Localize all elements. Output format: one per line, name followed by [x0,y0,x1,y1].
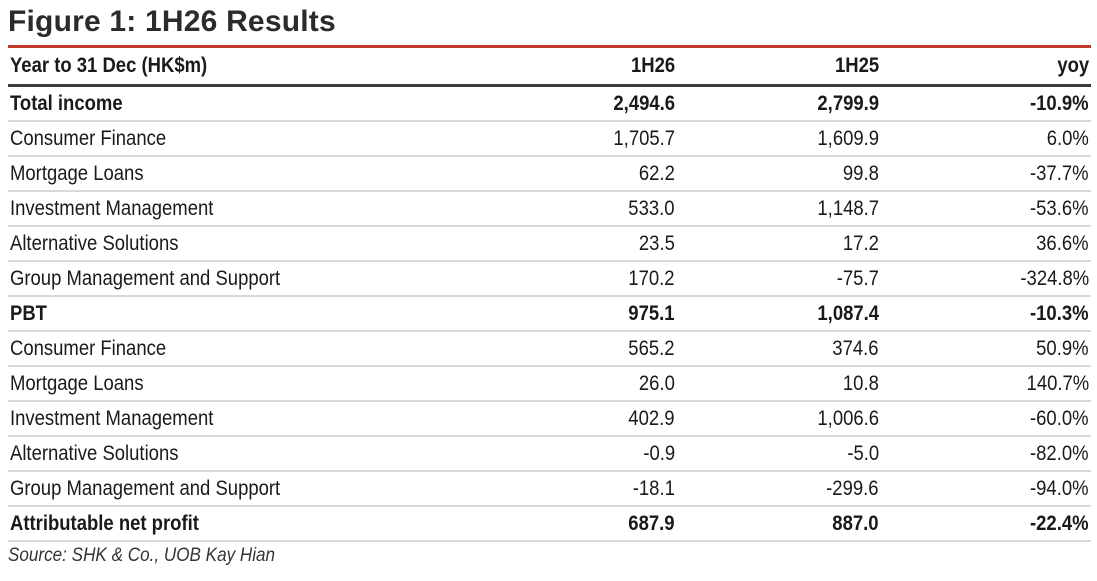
table-body: Total income 2,494.6 2,799.9 -10.9% Consumer… [8,85,1091,542]
row-value-1h25: 374.6 [677,331,881,367]
row-label: Group Management and Support [8,471,478,507]
table-row: PBT 975.1 1,087.4 -10.3% [8,296,1091,332]
row-value-1h25: -5.0 [677,436,881,472]
row-label: Group Management and Support [8,261,478,297]
row-label: Total income [8,85,478,122]
row-value-1h26: 170.2 [478,261,677,297]
row-value-yoy: 6.0% [881,121,1091,157]
table-row: Alternative Solutions -0.9 -5.0 -82.0% [8,436,1091,472]
row-value-1h25: 99.8 [677,156,881,192]
header-yoy: yoy [881,48,1091,87]
table-row: Consumer Finance 565.2 374.6 50.9% [8,331,1091,367]
row-value-1h25: -75.7 [677,261,881,297]
row-value-yoy: -53.6% [881,191,1091,227]
row-label: Mortgage Loans [8,156,478,192]
row-value-1h26: 565.2 [478,331,677,367]
row-value-1h26: 533.0 [478,191,677,227]
source-note: Source: SHK & Co., UOB Kay Hian [8,545,276,566]
row-value-1h25: 10.8 [677,366,881,402]
row-value-1h26: 26.0 [478,366,677,402]
row-label: Consumer Finance [8,331,478,367]
table-row: Investment Management 533.0 1,148.7 -53.6% [8,191,1091,227]
table-row: Attributable net profit 687.9 887.0 -22.4% [8,506,1091,542]
row-value-1h25: 1,609.9 [677,121,881,157]
header-1h26: 1H26 [478,48,677,87]
header-period: Year to 31 Dec (HK$m) [8,48,478,87]
row-value-yoy: -60.0% [881,401,1091,437]
figure-title: Figure 1: 1H26 Results [8,5,336,38]
row-value-1h26: 402.9 [478,401,677,437]
row-value-1h25: -299.6 [677,471,881,507]
table-row: Investment Management 402.9 1,006.6 -60.0% [8,401,1091,437]
row-value-yoy: 50.9% [881,331,1091,367]
row-value-1h25: 887.0 [677,506,881,542]
row-value-1h26: 62.2 [478,156,677,192]
row-value-1h26: -18.1 [478,471,677,507]
row-value-yoy: -82.0% [881,436,1091,472]
table-row: Group Management and Support 170.2 -75.7 -3… [8,261,1091,297]
row-label: Mortgage Loans [8,366,478,402]
row-label: Attributable net profit [8,506,478,542]
row-value-1h26: 975.1 [478,296,677,332]
header-1h25: 1H25 [677,48,881,87]
table-row: Mortgage Loans 26.0 10.8 140.7% [8,366,1091,402]
row-value-yoy: -22.4% [881,506,1091,542]
table-row: Alternative Solutions 23.5 17.2 36.6% [8,226,1091,262]
table-row: Consumer Finance 1,705.7 1,609.9 6.0% [8,121,1091,157]
row-value-1h25: 1,006.6 [677,401,881,437]
row-value-1h25: 1,087.4 [677,296,881,332]
row-label: Alternative Solutions [8,226,478,262]
table-row: Mortgage Loans 62.2 99.8 -37.7% [8,156,1091,192]
row-value-yoy: 36.6% [881,226,1091,262]
row-label: Alternative Solutions [8,436,478,472]
row-value-yoy: -94.0% [881,471,1091,507]
row-label: PBT [8,296,478,332]
header-row: Year to 31 Dec (HK$m) 1H26 1H25 yoy [8,48,1091,87]
row-value-yoy: 140.7% [881,366,1091,402]
row-value-yoy: -10.3% [881,296,1091,332]
row-value-1h25: 2,799.9 [677,85,881,122]
row-value-1h26: -0.9 [478,436,677,472]
table-row: Group Management and Support -18.1 -299.6-… [8,471,1091,507]
row-value-1h26: 2,494.6 [478,85,677,122]
row-value-1h26: 687.9 [478,506,677,542]
row-value-yoy: -37.7% [881,156,1091,192]
row-label: Investment Management [8,191,478,227]
row-value-1h26: 1,705.7 [478,121,677,157]
row-value-yoy: -10.9% [881,85,1091,122]
table-row: Total income 2,494.6 2,799.9 -10.9% [8,85,1091,122]
row-label: Consumer Finance [8,121,478,157]
figure: Figure 1: 1H26 Results Year to 31 Dec (H… [8,0,1091,567]
row-label: Investment Management [8,401,478,437]
row-value-1h26: 23.5 [478,226,677,262]
row-value-yoy: -324.8% [881,261,1091,297]
results-table: Year to 31 Dec (HK$m) 1H26 1H25 yoy Tota… [8,48,1091,542]
row-value-1h25: 1,148.7 [677,191,881,227]
row-value-1h25: 17.2 [677,226,881,262]
title-divider [8,45,1091,48]
